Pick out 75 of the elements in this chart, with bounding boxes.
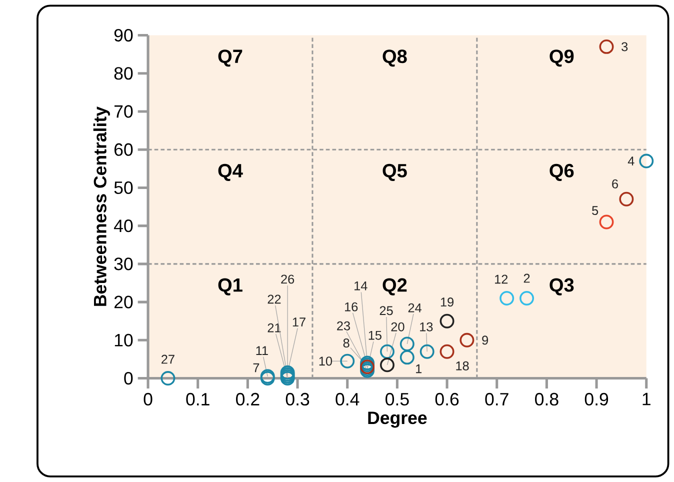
annotation: 16	[345, 302, 358, 312]
annotation: 10	[319, 356, 332, 366]
annotation: 18	[456, 361, 469, 370]
annotation: 8	[343, 338, 350, 348]
annotation: Q6	[550, 164, 574, 181]
annotation: 24	[408, 303, 422, 312]
point	[380, 358, 394, 372]
point	[440, 314, 454, 328]
x-tick-label: 0.2	[236, 392, 260, 406]
y-tick-label: 50	[114, 181, 133, 194]
point	[380, 344, 394, 359]
point	[340, 354, 355, 368]
point	[440, 344, 454, 359]
annotation: 26	[281, 274, 294, 284]
y-tick-label: 40	[114, 219, 133, 232]
x-tick-label: 0.8	[535, 392, 558, 406]
x-tick-label: 1	[642, 392, 650, 406]
annotation: 20	[391, 322, 404, 332]
y-tick-label: 10	[114, 334, 133, 346]
annotation: 5	[592, 206, 598, 215]
point	[619, 192, 634, 206]
x-tick-label: 0.7	[485, 392, 508, 406]
annotation: 17	[292, 318, 306, 326]
annotation: 14	[354, 281, 368, 290]
annotation: 3	[622, 42, 628, 52]
y-tick-label: 60	[114, 143, 133, 156]
annotation: Q1	[218, 278, 242, 296]
y-tick-label: 70	[114, 105, 133, 118]
point	[160, 370, 176, 386]
annotation: 13	[420, 322, 433, 332]
point	[400, 336, 414, 352]
annotation: Q2	[382, 278, 407, 296]
y-tick-label: 20	[114, 296, 133, 308]
point	[599, 214, 614, 230]
annotation: Q9	[550, 50, 574, 67]
annotation: Q5	[382, 164, 407, 181]
x-tick-label: 0.3	[286, 392, 310, 406]
annotation: 12	[495, 274, 508, 284]
annotation: 7	[253, 363, 260, 372]
annotation: Q3	[550, 278, 574, 296]
x-tick-label: 0.4	[336, 392, 360, 406]
y-tick-label: 30	[114, 258, 133, 270]
annotation: 25	[380, 306, 393, 316]
y-tick-label: 80	[114, 67, 133, 80]
y-tick-label: 0	[124, 372, 133, 385]
annotation: 22	[268, 294, 281, 304]
y-axis-title: Betweenness Centrality	[93, 106, 110, 306]
point	[400, 350, 414, 364]
annotation: 23	[337, 321, 350, 330]
annotation: 9	[482, 336, 488, 345]
x-tick-label: 0.5	[386, 392, 409, 406]
annotation: 27	[162, 354, 174, 364]
x-tick-label: 0	[144, 392, 152, 406]
x-tick-label: 0.1	[186, 392, 210, 406]
annotation: Q7	[218, 50, 242, 67]
x-tick-label: 0.6	[435, 392, 459, 406]
annotation: 21	[268, 323, 281, 332]
annotation: Q8	[382, 50, 407, 67]
annotation: 19	[440, 297, 454, 306]
point	[460, 332, 474, 348]
x-axis-title: Degree	[368, 412, 427, 428]
point	[520, 290, 534, 306]
x-tick-label: 0.9	[584, 392, 608, 406]
annotation: 15	[368, 330, 382, 340]
annotation: Q4	[218, 164, 243, 181]
point	[639, 154, 654, 168]
point	[500, 290, 514, 306]
point	[599, 39, 614, 54]
annotation: 1	[416, 364, 422, 374]
annotation: 11	[256, 346, 268, 355]
annotation: 4	[628, 156, 634, 166]
y-tick-label: 90	[114, 28, 133, 42]
annotation: 2	[524, 274, 530, 283]
point	[420, 344, 434, 359]
annotation: 6	[612, 179, 618, 188]
